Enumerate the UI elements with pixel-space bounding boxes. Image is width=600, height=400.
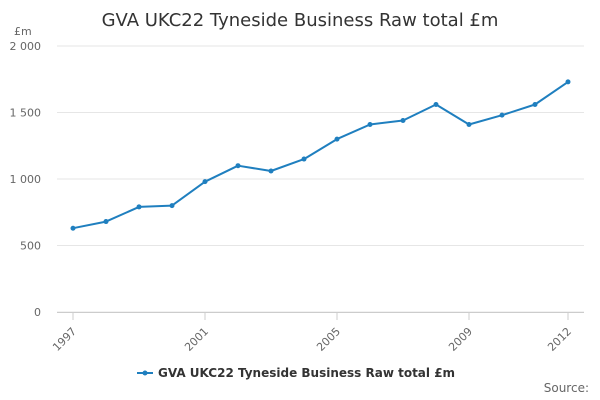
source-label: Source: bbox=[544, 381, 589, 395]
y-axis-tick-labels: 0 500 1 000 1 500 2 000 bbox=[10, 40, 42, 319]
x-axis-tick-labels: 1997 2001 2005 2009 2012 bbox=[50, 325, 574, 354]
x-tick-label: 2012 bbox=[545, 325, 574, 354]
data-point[interactable] bbox=[334, 136, 340, 142]
data-point[interactable] bbox=[433, 102, 439, 108]
gridlines bbox=[57, 45, 584, 313]
y-tick-label: 500 bbox=[20, 240, 41, 253]
data-point[interactable] bbox=[367, 121, 373, 127]
data-point[interactable] bbox=[70, 225, 76, 231]
data-point[interactable] bbox=[565, 79, 571, 85]
x-tick-label: 2009 bbox=[446, 325, 475, 354]
legend[interactable]: GVA UKC22 Tyneside Business Raw total £m bbox=[137, 366, 455, 380]
legend-label: GVA UKC22 Tyneside Business Raw total £m bbox=[158, 366, 455, 380]
x-axis bbox=[57, 312, 584, 320]
x-tick-label: 2001 bbox=[182, 325, 211, 354]
legend-marker bbox=[142, 370, 148, 376]
series-line bbox=[72, 80, 569, 230]
data-point[interactable] bbox=[301, 156, 307, 162]
data-point[interactable] bbox=[532, 102, 538, 108]
data-point[interactable] bbox=[169, 203, 175, 209]
data-point[interactable] bbox=[103, 219, 109, 225]
data-point[interactable] bbox=[268, 168, 274, 174]
x-tick-label: 2005 bbox=[314, 325, 343, 354]
series-layer bbox=[70, 79, 571, 231]
y-unit-label: £m bbox=[14, 25, 32, 38]
y-tick-label: 2 000 bbox=[10, 40, 42, 53]
data-point[interactable] bbox=[235, 163, 241, 169]
x-tick-label: 1997 bbox=[50, 325, 79, 354]
chart-title: GVA UKC22 Tyneside Business Raw total £m bbox=[102, 10, 499, 31]
data-point[interactable] bbox=[136, 204, 142, 210]
data-point[interactable] bbox=[466, 121, 472, 127]
y-tick-label: 1 000 bbox=[10, 173, 42, 186]
data-point[interactable] bbox=[499, 112, 505, 118]
y-tick-label: 1 500 bbox=[10, 107, 42, 120]
y-tick-label: 0 bbox=[34, 306, 41, 319]
data-point[interactable] bbox=[202, 179, 208, 185]
data-point[interactable] bbox=[400, 117, 406, 123]
